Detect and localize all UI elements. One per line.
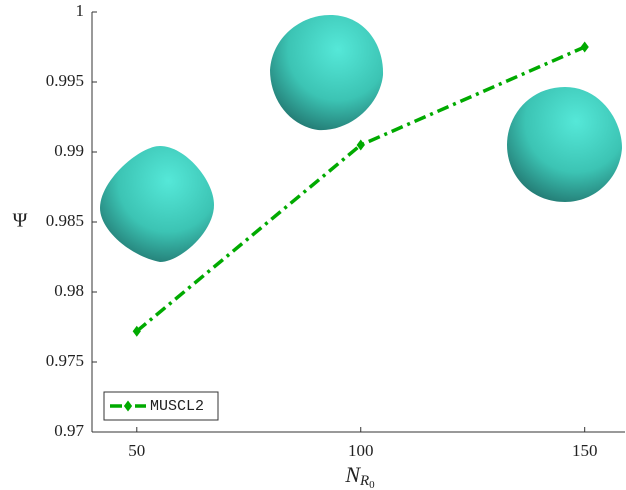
y-tick-label: 1 [76,1,85,20]
y-tick-label: 0.975 [46,351,84,370]
x-label-sub: R [359,473,369,489]
y-tick-label: 0.99 [54,141,84,160]
marker [580,41,589,53]
marker [132,325,141,337]
marker [356,139,365,151]
shape-image [100,146,214,262]
x-tick-label: 150 [572,441,598,460]
y-tick-label: 0.97 [54,421,84,440]
line [135,45,586,333]
x-label-subsub: 0 [369,479,375,490]
legend-label: MUSCL2 [150,398,204,415]
legend [103,391,219,421]
x-axis-label: NR0 [344,462,375,490]
shape-image [507,87,622,202]
x-tick-label: 50 [128,441,145,460]
y-tick-label: 0.995 [46,71,84,90]
y-tick-label: 0.98 [54,281,84,300]
x-tick-label: 100 [348,441,374,460]
y-tick-label: 0.985 [46,211,84,230]
y-axis-label: Ψ [13,210,28,232]
shape-image [270,15,384,131]
legend-marker [123,400,133,412]
x-label-base: N [344,462,361,487]
